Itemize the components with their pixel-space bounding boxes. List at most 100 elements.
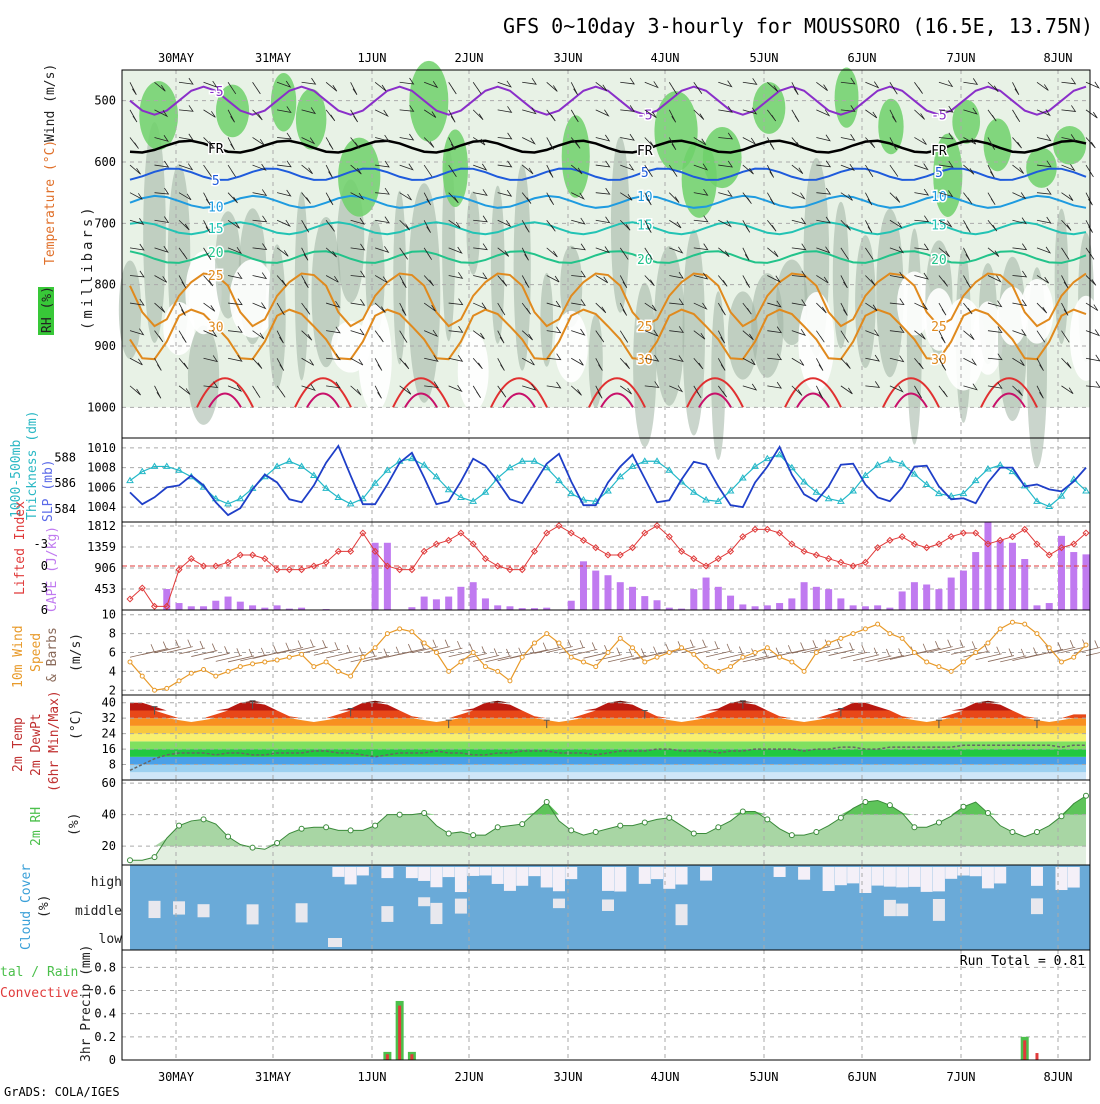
cape-bar (837, 598, 845, 610)
high-cloud-gap (773, 867, 786, 877)
li-point (396, 566, 404, 574)
wind-barb (987, 81, 999, 93)
wind-barb (129, 218, 145, 225)
rh2m-point (1009, 828, 1016, 835)
rh2m-point (470, 832, 477, 839)
wind-barb (938, 275, 948, 287)
li-point (653, 522, 661, 530)
thickness-point (689, 488, 698, 495)
wind-barb (129, 192, 143, 200)
wind-barb (178, 192, 192, 201)
wind-speed-point (679, 645, 685, 651)
mid-cloud-gap (197, 904, 210, 918)
wind-barb (1036, 358, 1044, 371)
wind-speed-point (973, 650, 979, 655)
surface-wind-barb (485, 648, 512, 663)
slp-tick-label: 1010 (87, 441, 116, 455)
surface-heat-contour-inner (208, 392, 242, 408)
bottom-day-label: 5JUN (750, 1070, 779, 1084)
thickness-point (935, 489, 943, 497)
wind-barb (374, 330, 384, 343)
high-cloud-gap (969, 867, 982, 877)
wind-barb (889, 271, 905, 279)
wind-barb (840, 192, 853, 201)
wind-barb (129, 137, 139, 149)
wind-barb (914, 272, 929, 280)
wind-barb (546, 81, 558, 92)
rh2m-point (421, 810, 428, 817)
wind-barb (816, 358, 824, 371)
high-cloud-gap (614, 867, 627, 892)
thickness-tick-label: 586 (54, 476, 76, 490)
wind-barb (546, 381, 562, 389)
thickness-side-label-1: 1000-500mb (9, 440, 24, 518)
wind-barb (521, 247, 529, 261)
wind-barb (252, 109, 263, 121)
wind-barb (546, 247, 558, 258)
wind-speed-point (507, 678, 513, 684)
wind-barb (252, 330, 265, 340)
mid-cloud-gap (295, 903, 308, 923)
cape-bar (592, 570, 600, 610)
wind-speed-point (250, 661, 256, 667)
wind-barb (644, 109, 657, 119)
wind-speed-point (764, 645, 770, 651)
wind-barb (129, 270, 145, 278)
wind-barb (718, 132, 734, 140)
wind-barb (620, 192, 633, 201)
wind-barb (571, 192, 585, 200)
rh-side-label: RH (%) (40, 286, 55, 333)
thickness-point (616, 472, 625, 480)
wind-barb (252, 272, 268, 280)
wind-barb (791, 299, 807, 307)
wind-barb (717, 275, 728, 287)
li-point (249, 551, 257, 559)
cape-bar (408, 607, 416, 610)
wind-barb (228, 325, 243, 333)
surface-wind-barb (436, 640, 463, 655)
wind-barb (423, 137, 435, 148)
wind-speed-point (421, 640, 427, 646)
thickness-point (297, 462, 306, 469)
bottom-day-label: 30MAY (158, 1070, 195, 1084)
high-cloud-gap (356, 867, 369, 876)
wind-barb (522, 107, 537, 115)
li-point (604, 551, 612, 559)
li-point (163, 602, 171, 610)
wind-barb (1012, 192, 1027, 200)
wind-barb (816, 160, 832, 168)
rh2m-point (592, 828, 599, 835)
wind-barb (865, 354, 880, 362)
li-point (1070, 540, 1078, 548)
high-cloud-gap (491, 867, 504, 884)
wind-barb (448, 82, 457, 95)
li-point (923, 544, 931, 552)
wind-barb (620, 105, 635, 112)
li-line (129, 525, 1087, 607)
mid-cloud-gap (381, 906, 394, 922)
rh-green-patch (561, 115, 590, 198)
top-day-label: 7JUN (947, 51, 976, 65)
top-day-label: 2JUN (455, 51, 484, 65)
wind-barb (448, 137, 456, 151)
surface-wind-barb (607, 648, 635, 663)
thickness-point (555, 476, 563, 484)
wind-barb (423, 109, 437, 118)
cape-bar (518, 608, 526, 610)
surface-wind-barb (191, 643, 218, 657)
rh-green-patch (752, 82, 786, 134)
temp-max-whisker (1033, 719, 1040, 729)
wind-barb (423, 329, 439, 337)
high-cloud-gap (516, 867, 529, 886)
wind-speed-point (139, 673, 145, 679)
li-point (947, 533, 955, 541)
isotherm-label: 5 (212, 174, 220, 189)
wind-barb (865, 137, 876, 149)
wind-barb (791, 82, 799, 95)
thickness-point (824, 494, 833, 502)
li-point (727, 547, 735, 555)
temp-max-whisker (445, 719, 452, 729)
wind-barb (374, 81, 387, 92)
rh-dry-patch (229, 259, 276, 338)
